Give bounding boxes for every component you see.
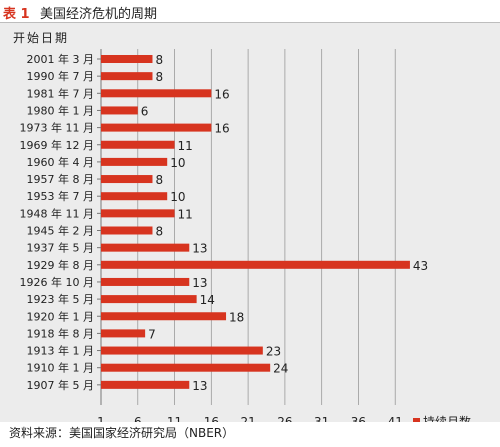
source-note: 资料来源：美国国家经济研究局（NBER） [9, 426, 235, 440]
value-label: 11 [178, 207, 193, 221]
value-label: 13 [192, 276, 207, 290]
value-label: 8 [155, 225, 163, 239]
bar [101, 192, 168, 201]
bar [101, 226, 153, 235]
x-tick-label: 6 [134, 415, 142, 422]
bar [101, 295, 197, 304]
category-label: 1980 年 1 月 [27, 103, 94, 117]
value-label: 8 [155, 53, 163, 67]
category-label: 1973 年 11 月 [20, 121, 94, 135]
bar [101, 123, 212, 132]
bar [101, 346, 263, 355]
category-label: 1937 年 5 月 [27, 241, 94, 255]
value-label: 43 [413, 259, 428, 273]
category-label: 1923 年 5 月 [27, 292, 94, 306]
value-label: 7 [148, 327, 156, 341]
figure-title: 美国经济危机的周期 [40, 7, 158, 22]
category-label: 1929 年 8 月 [27, 258, 94, 272]
x-tick-label: 26 [277, 415, 292, 422]
value-label: 10 [170, 190, 185, 204]
value-label: 23 [266, 345, 281, 359]
legend-swatch [413, 418, 420, 422]
value-label: 8 [155, 173, 163, 187]
bar [101, 140, 175, 149]
bar [101, 175, 153, 184]
bar [101, 329, 146, 338]
bar [101, 312, 227, 321]
y-axis-title: 开始日期 [13, 31, 69, 45]
x-tick-label: 41 [388, 415, 403, 422]
category-label: 1910 年 1 月 [27, 361, 94, 375]
legend-label: 持续月数 [423, 414, 471, 422]
title-bar: 表 1 美国经济危机的周期 [0, 0, 500, 23]
value-label: 11 [178, 139, 193, 153]
category-label: 1920 年 1 月 [27, 309, 94, 323]
category-label: 1990 年 7 月 [27, 69, 94, 83]
category-label: 1926 年 10 月 [20, 275, 94, 289]
bar [101, 243, 190, 252]
category-label: 2001 年 3 月 [27, 52, 94, 66]
category-label: 1957 年 8 月 [27, 172, 94, 186]
x-tick-label: 1 [97, 415, 105, 422]
bar [101, 89, 212, 98]
bar [101, 363, 271, 372]
bar [101, 260, 410, 269]
x-tick-label: 31 [314, 415, 329, 422]
value-label: 13 [192, 242, 207, 256]
x-tick-label: 21 [240, 415, 255, 422]
value-label: 18 [229, 310, 244, 324]
bar [101, 157, 168, 166]
value-label: 6 [141, 104, 149, 118]
value-label: 16 [214, 87, 229, 101]
category-label: 1981 年 7 月 [27, 86, 94, 100]
value-label: 14 [200, 293, 215, 307]
value-label: 8 [155, 70, 163, 84]
category-label: 1945 年 2 月 [27, 224, 94, 238]
value-label: 24 [273, 362, 288, 376]
x-tick-label: 16 [204, 415, 219, 422]
value-label: 13 [192, 379, 207, 393]
category-label: 1953 年 7 月 [27, 189, 94, 203]
bar [101, 106, 138, 115]
category-label: 1913 年 1 月 [27, 344, 94, 358]
value-label: 10 [170, 156, 185, 170]
value-label: 16 [214, 122, 229, 136]
category-label: 1907 年 5 月 [27, 378, 94, 392]
bar [101, 277, 190, 286]
x-tick-label: 36 [351, 415, 366, 422]
category-label: 1918 年 8 月 [27, 326, 94, 340]
bar [101, 209, 175, 218]
bar [101, 72, 153, 81]
category-label: 1948 年 11 月 [20, 206, 94, 220]
chart-panel: 开始日期 1 6 11 16 21 26 31 36 41 2001 年 3 月 8 1990 年 7 … [0, 23, 500, 422]
bar [101, 55, 153, 63]
bar [101, 380, 190, 389]
category-label: 1969 年 12 月 [20, 138, 94, 152]
x-tick-label: 11 [167, 415, 182, 422]
table-number: 表 1 [3, 7, 30, 22]
category-label: 1960 年 4 月 [27, 155, 94, 169]
